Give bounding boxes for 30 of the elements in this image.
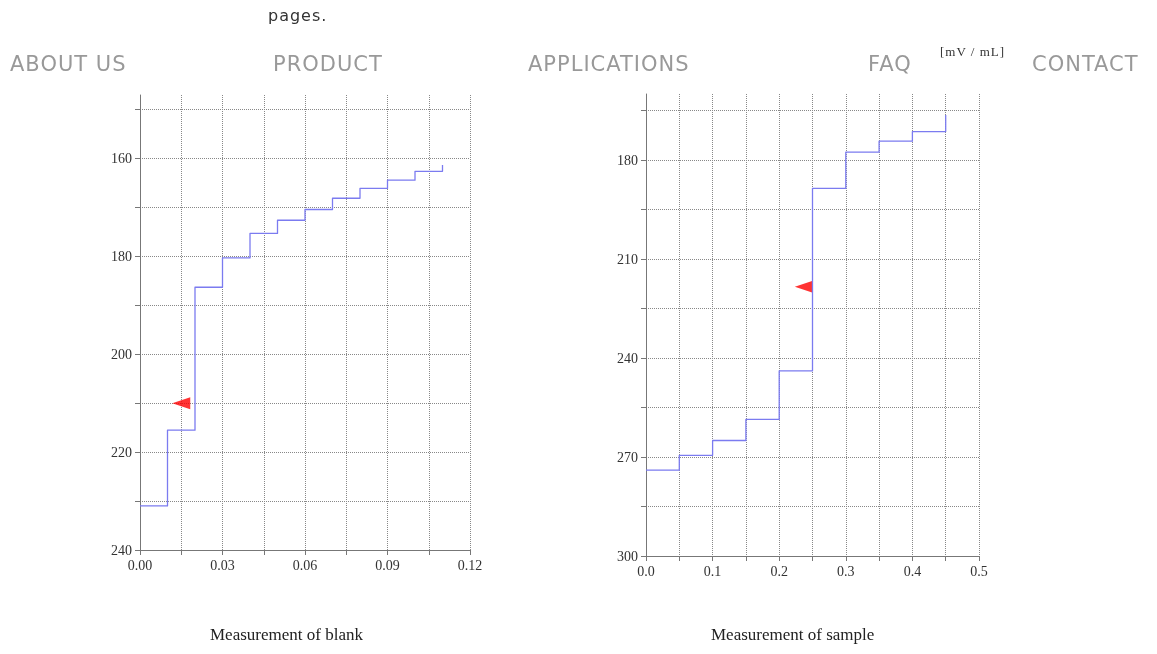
y-tick-label: 300 bbox=[617, 548, 638, 564]
x-tick-label: 0.2 bbox=[770, 563, 788, 579]
x-tick-label: 0.5 bbox=[970, 563, 988, 579]
x-tick-label: 0.00 bbox=[127, 557, 153, 573]
x-tick-label: 0.0 bbox=[637, 563, 655, 579]
y-tick-label: 240 bbox=[617, 350, 638, 366]
y-tick-label: 210 bbox=[617, 251, 638, 267]
y-tick-label: 180 bbox=[617, 152, 638, 168]
x-tick-label: 0.1 bbox=[703, 563, 722, 579]
x-tick-label: 0.06 bbox=[292, 557, 318, 573]
x-tick-label: 0.12 bbox=[457, 557, 483, 573]
y-tick-label: 200 bbox=[111, 346, 132, 362]
x-tick-label: 0.3 bbox=[837, 563, 855, 579]
x-tick-label: 0.03 bbox=[210, 557, 235, 573]
text: ABOUT US bbox=[10, 52, 127, 76]
text: pages. bbox=[268, 6, 328, 25]
x-tick-label: 0.09 bbox=[375, 557, 400, 573]
text: CONTACT bbox=[1032, 52, 1139, 76]
text: FAQ bbox=[868, 52, 912, 76]
text: [mV / mL] bbox=[940, 44, 1006, 60]
text: Measurement of sample bbox=[711, 625, 875, 644]
text: Measurement of blank bbox=[210, 625, 364, 644]
y-tick-label: 270 bbox=[617, 449, 638, 465]
y-tick-label: 220 bbox=[111, 444, 132, 460]
y-tick-label: 160 bbox=[111, 151, 132, 167]
text: APPLICATIONS bbox=[528, 52, 690, 76]
x-tick-label: 0.4 bbox=[903, 563, 922, 579]
y-tick-label: 180 bbox=[111, 248, 132, 264]
y-tick-label: 240 bbox=[111, 542, 132, 558]
text: PRODUCT bbox=[273, 52, 383, 76]
